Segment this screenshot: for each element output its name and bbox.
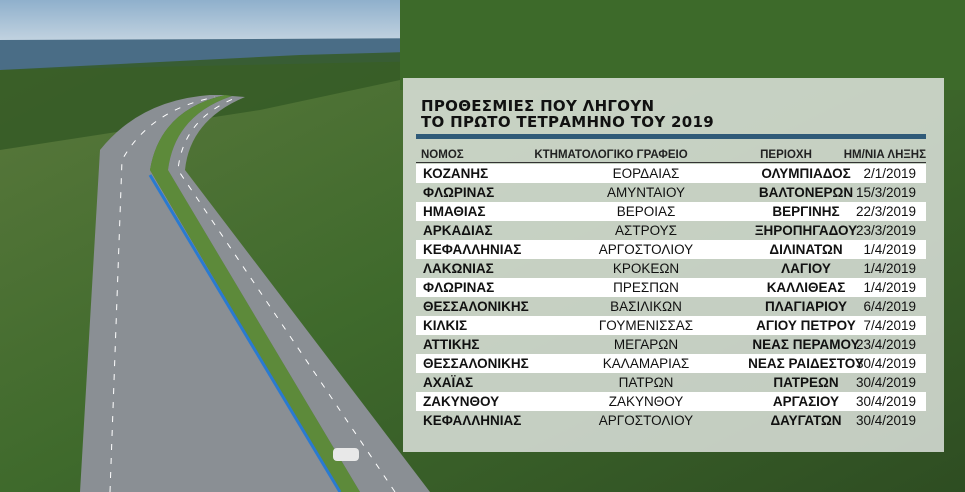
cell-expiry-date: 2/1/2019 (863, 166, 916, 181)
cell-expiry-date: 30/4/2019 (855, 394, 916, 409)
cell-cadastral-office: ΓΟΥΜΕΝΙΣΣΑΣ (598, 318, 694, 333)
cell-expiry-date: 1/4/2019 (863, 242, 916, 257)
cell-prefecture: ΚΕΦΑΛΛΗΝΙΑΣ (423, 413, 522, 428)
table-row: ΑΡΚΑΔΙΑΣ ΑΣΤΡΟΥΣ ΞΗΡΟΠΗΓΑΔΟΥ 23/3/2019 (416, 221, 926, 240)
cell-expiry-date: 6/4/2019 (863, 299, 916, 314)
cell-cadastral-office: ΜΕΓΑΡΩΝ (613, 337, 679, 352)
deadlines-panel: ΠΡΟΘΕΣΜΙΕΣ ΠΟΥ ΛΗΓΟΥΝ ΤΟ ΠΡΩΤΟ ΤΕΤΡΑΜΗΝΟ… (403, 78, 944, 452)
table-row: ΗΜΑΘΙΑΣ ΒΕΡΟΙΑΣ ΒΕΡΓΙΝΗΣ 22/3/2019 (416, 202, 926, 221)
table-row: ΘΕΣΣΑΛΟΝΙΚΗΣ ΒΑΣΙΛΙΚΩΝ ΠΛΑΓΙΑΡΙΟΥ 6/4/2019 (416, 297, 926, 316)
cell-area: ΔΙΛΙΝΑΤΩΝ (769, 242, 843, 257)
table-row: ΚΕΦΑΛΛΗΝΙΑΣ ΑΡΓΟΣΤΟΛΙΟΥ ΔΙΛΙΝΑΤΩΝ 1/4/2019 (416, 240, 926, 259)
cell-prefecture: ΚΙΛΚΙΣ (423, 318, 468, 333)
cell-prefecture: ΘΕΣΣΑΛΟΝΙΚΗΣ (423, 356, 529, 371)
table-row: ΘΕΣΣΑΛΟΝΙΚΗΣ ΚΑΛΑΜΑΡΙΑΣ ΝΕΑΣ ΡΑΙΔΕΣΤΟΥ 30/4… (416, 354, 926, 373)
cell-prefecture: ΦΛΩΡΙΝΑΣ (423, 280, 495, 295)
table-row: ΦΛΩΡΙΝΑΣ ΠΡΕΣΠΩΝ ΚΑΛΛΙΘΕΑΣ 1/4/2019 (416, 278, 926, 297)
cell-area: ΠΑΤΡΕΩΝ (773, 375, 839, 390)
table-row: ΚΙΛΚΙΣ ΓΟΥΜΕΝΙΣΣΑΣ ΑΓΙΟΥ ΠΕΤΡΟΥ 7/4/2019 (416, 316, 926, 335)
cell-area: ΝΕΑΣ ΠΕΡΑΜΟΥ (752, 337, 860, 352)
table-row: ΦΛΩΡΙΝΑΣ ΑΜΥΝΤΑΙΟΥ ΒΑΛΤΟΝΕΡΩΝ 15/3/2019 (416, 183, 926, 202)
cell-prefecture: ΚΕΦΑΛΛΗΝΙΑΣ (423, 242, 522, 257)
table-row: ΑΧΑΪΑΣ ΠΑΤΡΩΝ ΠΑΤΡΕΩΝ 30/4/2019 (416, 373, 926, 392)
cell-expiry-date: 22/3/2019 (855, 204, 916, 219)
title-divider (416, 134, 926, 139)
cell-area: ΒΑΛΤΟΝΕΡΩΝ (758, 185, 854, 200)
cell-prefecture: ΗΜΑΘΙΑΣ (423, 204, 486, 219)
cell-prefecture: ΚΟΖΑΝΗΣ (423, 166, 489, 181)
cell-expiry-date: 1/4/2019 (863, 280, 916, 295)
table-row: ΚΕΦΑΛΛΗΝΙΑΣ ΑΡΓΟΣΤΟΛΙΟΥ ΔΑΥΓΑΤΩΝ 30/4/2019 (416, 411, 926, 430)
cell-prefecture: ΑΡΚΑΔΙΑΣ (423, 223, 493, 238)
cell-area: ΔΑΥΓΑΤΩΝ (770, 413, 842, 428)
cell-cadastral-office: ΖΑΚΥΝΘΟΥ (608, 394, 684, 409)
cell-prefecture: ΛΑΚΩΝΙΑΣ (423, 261, 494, 276)
cell-cadastral-office: ΑΜΥΝΤΑΙΟΥ (606, 185, 686, 200)
table-row: ΚΟΖΑΝΗΣ ΕΟΡΔΑΙΑΣ ΟΛΥΜΠΙΑΔΟΣ 2/1/2019 (416, 164, 926, 183)
panel-title: ΠΡΟΘΕΣΜΙΕΣ ΠΟΥ ΛΗΓΟΥΝ ΤΟ ΠΡΩΤΟ ΤΕΤΡΑΜΗΝΟ… (421, 98, 714, 130)
title-line-2: ΤΟ ΠΡΩΤΟ ΤΕΤΡΑΜΗΝΟ ΤΟΥ 2019 (421, 113, 714, 131)
cell-expiry-date: 23/4/2019 (855, 337, 916, 352)
cell-cadastral-office: ΑΡΓΟΣΤΟΛΙΟΥ (598, 242, 694, 257)
cell-cadastral-office: ΚΑΛΑΜΑΡΙΑΣ (602, 356, 690, 371)
cell-area: ΚΑΛΛΙΘΕΑΣ (766, 280, 846, 295)
cell-area: ΠΛΑΓΙΑΡΙΟΥ (764, 299, 847, 314)
cell-area: ΑΓΙΟΥ ΠΕΤΡΟΥ (756, 318, 856, 333)
cell-expiry-date: 15/3/2019 (855, 185, 916, 200)
cell-expiry-date: 1/4/2019 (863, 261, 916, 276)
cell-cadastral-office: ΒΕΡΟΙΑΣ (616, 204, 676, 219)
cell-expiry-date: 7/4/2019 (863, 318, 916, 333)
cell-area: ΑΡΓΑΣΙΟΥ (772, 394, 840, 409)
cell-cadastral-office: ΕΟΡΔΑΙΑΣ (612, 166, 680, 181)
cell-area: ΟΛΥΜΠΙΑΔΟΣ (761, 166, 851, 181)
table-body: ΚΟΖΑΝΗΣ ΕΟΡΔΑΙΑΣ ΟΛΥΜΠΙΑΔΟΣ 2/1/2019 ΦΛΩΡΙΝΑ… (416, 164, 926, 430)
cell-area: ΛΑΓΙΟΥ (781, 261, 831, 276)
header-expiry-date: ΗΜ/ΝΙΑ ΛΗΞΗΣ (843, 149, 926, 161)
cell-expiry-date: 23/3/2019 (855, 223, 916, 238)
header-prefecture: ΝΟΜΟΣ (421, 149, 464, 161)
cell-cadastral-office: ΠΑΤΡΩΝ (618, 375, 674, 390)
table-row: ΑΤΤΙΚΗΣ ΜΕΓΑΡΩΝ ΝΕΑΣ ΠΕΡΑΜΟΥ 23/4/2019 (416, 335, 926, 354)
cell-cadastral-office: ΑΡΓΟΣΤΟΛΙΟΥ (598, 413, 694, 428)
cell-cadastral-office: ΒΑΣΙΛΙΚΩΝ (610, 299, 682, 314)
cell-area: ΝΕΑΣ ΡΑΙΔΕΣΤΟΥ (748, 356, 864, 371)
title-line-1: ΠΡΟΘΕΣΜΙΕΣ ΠΟΥ ΛΗΓΟΥΝ (421, 97, 655, 115)
table-header: ΝΟΜΟΣ ΚΤΗΜΑΤΟΛΟΓΙΚΟ ΓΡΑΦΕΙΟ ΠΕΡΙΟΧΗ ΗΜ/Ν… (416, 148, 926, 163)
cell-prefecture: ΑΧΑΪΑΣ (423, 375, 474, 390)
cell-prefecture: ΦΛΩΡΙΝΑΣ (423, 185, 495, 200)
cell-prefecture: ΘΕΣΣΑΛΟΝΙΚΗΣ (423, 299, 529, 314)
cell-area: ΞΗΡΟΠΗΓΑΔΟΥ (754, 223, 858, 238)
table-row: ΛΑΚΩΝΙΑΣ ΚΡΟΚΕΩΝ ΛΑΓΙΟΥ 1/4/2019 (416, 259, 926, 278)
cell-cadastral-office: ΚΡΟΚΕΩΝ (612, 261, 680, 276)
table-row: ΖΑΚΥΝΘΟΥ ΖΑΚΥΝΘΟΥ ΑΡΓΑΣΙΟΥ 30/4/2019 (416, 392, 926, 411)
header-cadastral-office: ΚΤΗΜΑΤΟΛΟΓΙΚΟ ΓΡΑΦΕΙΟ (534, 149, 688, 161)
cell-expiry-date: 30/4/2019 (855, 413, 916, 428)
cell-expiry-date: 30/4/2019 (855, 375, 916, 390)
cell-area: ΒΕΡΓΙΝΗΣ (772, 204, 840, 219)
cell-expiry-date: 30/4/2019 (855, 356, 916, 371)
cell-prefecture: ΑΤΤΙΚΗΣ (423, 337, 480, 352)
cell-prefecture: ΖΑΚΥΝΘΟΥ (423, 394, 500, 409)
header-area: ΠΕΡΙΟΧΗ (760, 149, 812, 161)
cell-cadastral-office: ΑΣΤΡΟΥΣ (614, 223, 677, 238)
cell-cadastral-office: ΠΡΕΣΠΩΝ (613, 280, 679, 295)
